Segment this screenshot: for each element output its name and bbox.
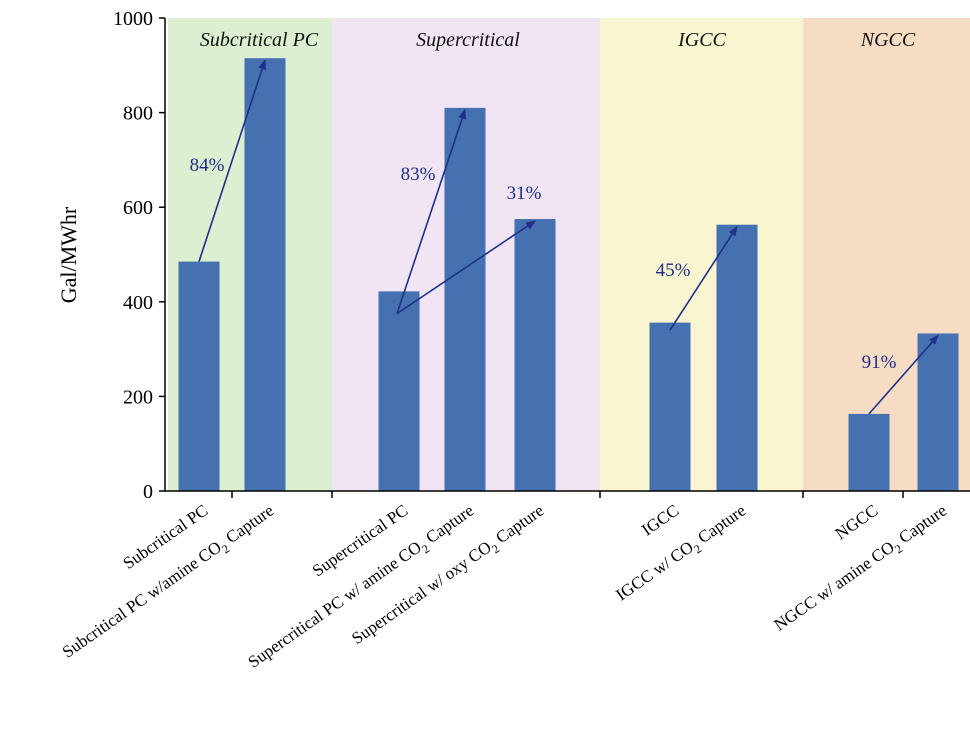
group-background-3 — [600, 18, 803, 491]
y-tick-label: 800 — [123, 103, 153, 125]
category-label-8: NGCC — [832, 501, 882, 544]
annotation-arrow-2 — [396, 108, 466, 314]
group-label-3: IGCC — [677, 29, 726, 51]
category-label-7: IGCC w/ CO2 Capture — [612, 501, 751, 608]
y-tick-label: 1000 — [113, 8, 153, 30]
annotation-label-1: 84% — [190, 155, 225, 176]
y-tick-label: 200 — [123, 386, 153, 408]
annotation-label-2: 83% — [401, 164, 436, 185]
annotation-arrow-5 — [868, 334, 939, 415]
bars — [178, 58, 959, 492]
annotation-arrow-1 — [198, 59, 266, 262]
annotation-arrows: 84% 83% 31% 45% 91% — [190, 59, 939, 415]
annotation-label-5: 91% — [862, 352, 897, 373]
bar-9 — [917, 333, 959, 491]
bar-4 — [444, 107, 486, 492]
annotation-arrow-3 — [396, 220, 536, 315]
bar-3 — [378, 291, 420, 491]
group-label-4: NGCC — [860, 29, 916, 51]
bar-1 — [178, 261, 220, 491]
group-labels: Subcritical PC Supercritical IGCC NGCC — [200, 29, 916, 51]
group-label-1: Subcritical PC — [200, 29, 319, 51]
category-label-6: IGCC — [638, 501, 682, 540]
annotation-arrow-4 — [669, 225, 738, 331]
annotation-label-4: 45% — [656, 260, 691, 281]
bar-7 — [716, 224, 758, 492]
y-tick-label: 600 — [123, 197, 153, 219]
y-axis-label: Gal/MWhr — [56, 206, 81, 303]
y-tick-label: 400 — [123, 292, 153, 314]
axes: 0 200 400 600 800 1000 — [113, 8, 970, 503]
y-tick-label: 0 — [143, 481, 153, 503]
bar-8 — [848, 413, 890, 491]
group-label-2: Supercritical — [416, 29, 520, 51]
bar-6 — [649, 322, 691, 491]
annotation-label-3: 31% — [507, 183, 542, 204]
bar-5 — [514, 219, 556, 491]
bar-2 — [244, 58, 286, 492]
